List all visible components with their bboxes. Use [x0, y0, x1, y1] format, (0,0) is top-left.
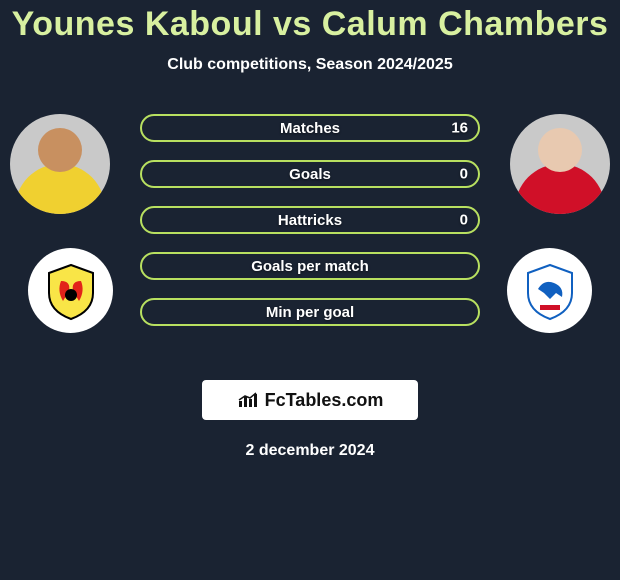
- subtitle: Club competitions, Season 2024/2025: [0, 56, 620, 74]
- bar-value-right: 0: [460, 166, 468, 183]
- bar-label: Min per goal: [266, 304, 354, 321]
- bar-value-right: 0: [460, 212, 468, 229]
- watford-crest-icon: [41, 261, 101, 321]
- bar-matches: Matches 16: [140, 114, 480, 142]
- date: 2 december 2024: [0, 442, 620, 460]
- infographic-root: Younes Kaboul vs Calum Chambers Club com…: [0, 0, 620, 460]
- bar-label: Hattricks: [278, 212, 342, 229]
- bar-value-right: 16: [451, 120, 468, 137]
- watermark-text: FcTables.com: [265, 390, 384, 411]
- bar-hattricks: Hattricks 0: [140, 206, 480, 234]
- bar-goals: Goals 0: [140, 160, 480, 188]
- club-left-badge: [28, 248, 113, 333]
- bar-label: Goals per match: [251, 258, 369, 275]
- cardiff-crest-icon: [520, 261, 580, 321]
- chart-icon: [237, 391, 259, 409]
- bar-label: Matches: [280, 120, 340, 137]
- metric-bars: Matches 16 Goals 0 Hattricks 0 Goals per…: [140, 114, 480, 344]
- player-left-head: [38, 128, 82, 172]
- bar-goals-per-match: Goals per match: [140, 252, 480, 280]
- player-right-head: [538, 128, 582, 172]
- player-left-avatar: [10, 114, 110, 214]
- bar-label: Goals: [289, 166, 331, 183]
- bar-min-per-goal: Min per goal: [140, 298, 480, 326]
- page-title: Younes Kaboul vs Calum Chambers: [0, 5, 620, 44]
- comparison-area: Matches 16 Goals 0 Hattricks 0 Goals per…: [0, 114, 620, 374]
- player-right-avatar: [510, 114, 610, 214]
- club-right-badge: [507, 248, 592, 333]
- watermark: FcTables.com: [202, 380, 418, 420]
